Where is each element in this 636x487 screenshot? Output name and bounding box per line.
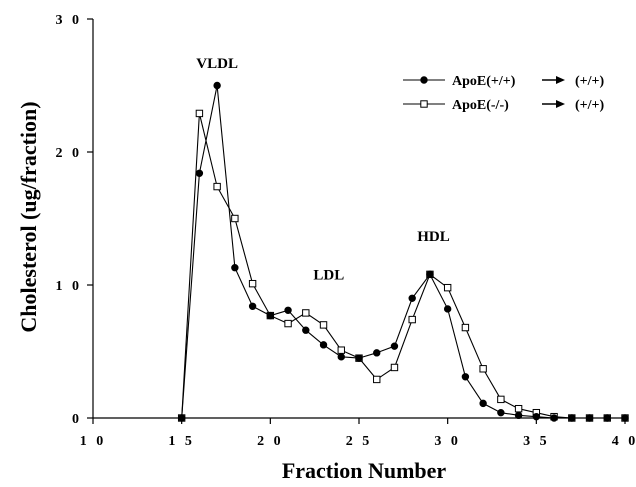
series-1-point (213, 81, 221, 90)
series-2-point (443, 283, 452, 292)
x-ticks: 1 0 1 5 2 0 2 5 3 0 3 5 4 0 (80, 418, 636, 449)
series-1-point (585, 414, 594, 422)
series-1-point (408, 294, 416, 302)
x-tick-label: 1 0 (80, 434, 107, 449)
x-tick-label: 2 5 (346, 434, 373, 449)
y-ticks: 0 1 0 2 0 3 0 (56, 13, 93, 427)
series-2-point (461, 323, 470, 332)
series-2 (177, 109, 629, 422)
series-2-point (497, 395, 505, 404)
x-tick-label: 3 5 (523, 434, 550, 449)
series-1-point (479, 399, 487, 408)
legend-series-name: ApoE(-/-) (452, 98, 509, 113)
series-1-point (248, 302, 257, 310)
legend-item-2: ApoE(-/-) (+/+) (403, 98, 605, 113)
series-1 (177, 81, 629, 422)
series-layer (177, 81, 629, 422)
series-1-point (302, 326, 310, 334)
x-tick-label: 1 5 (168, 434, 195, 449)
y-axis-title: Cholesterol (ug/fraction) (16, 101, 41, 332)
series-1-point (284, 306, 292, 314)
legend-arrow-head (556, 76, 565, 84)
series-2-point (390, 363, 399, 372)
series-1-point (390, 342, 399, 350)
y-tick-label: 0 (72, 412, 82, 427)
series-2-line (181, 113, 625, 419)
series-2-point (479, 365, 487, 373)
series-1-point (426, 270, 434, 279)
series-1-point (195, 169, 204, 177)
annotation-vldl-label: VLDL (196, 56, 238, 72)
series-1-point (621, 414, 629, 422)
series-2-point (373, 375, 381, 384)
series-2-point (195, 109, 204, 118)
annotation-hdl-label: HDL (417, 229, 450, 245)
legend-item-1: ApoE(+/+) (+/+) (403, 74, 605, 89)
series-1-point (266, 311, 275, 320)
annotation-ldl-label: LDL (313, 268, 344, 284)
y-tick-label: 3 0 (56, 13, 83, 28)
series-1-point (443, 305, 452, 313)
series-2-point (337, 346, 345, 354)
legend-arrow-head (556, 100, 565, 108)
series-2-point (248, 279, 257, 288)
series-1-point (603, 414, 611, 422)
series-2-point (302, 309, 310, 317)
series-1-point (337, 353, 345, 361)
series-1-point (177, 414, 186, 422)
series-1-point (532, 412, 541, 421)
series-1-point (568, 414, 576, 422)
x-tick-label: 3 0 (434, 434, 461, 449)
legend-series-suffix: (+/+) (575, 98, 605, 113)
x-tick-label: 2 0 (257, 434, 284, 449)
y-tick-label: 2 0 (56, 146, 83, 161)
x-tick-label: 4 0 (612, 434, 636, 449)
series-2-point (213, 182, 221, 191)
series-1-point (461, 373, 470, 381)
legend: ApoE(+/+) (+/+) ApoE(-/-) (+/+) (403, 74, 605, 113)
series-2-point (319, 321, 328, 329)
series-1-point (550, 414, 558, 422)
y-tick-label: 1 0 (56, 279, 83, 294)
series-1-point (514, 411, 523, 420)
series-1-line (181, 85, 625, 419)
series-2-point (231, 214, 239, 223)
series-1-point (355, 354, 363, 362)
legend-marker (420, 76, 428, 84)
series-1-point (319, 341, 328, 349)
series-1-point (497, 408, 505, 417)
legend-series-name: ApoE(+/+) (452, 74, 516, 89)
x-axis-title: Fraction Number (282, 458, 447, 483)
legend-marker (420, 100, 428, 108)
series-1-point (231, 264, 239, 272)
series-2-point (408, 315, 416, 324)
series-1-point (373, 349, 381, 357)
series-2-point (284, 319, 292, 328)
annotation-layer: VLDL LDL HDL (196, 56, 449, 283)
series-2-point (514, 404, 523, 413)
legend-series-suffix: (+/+) (575, 74, 605, 89)
